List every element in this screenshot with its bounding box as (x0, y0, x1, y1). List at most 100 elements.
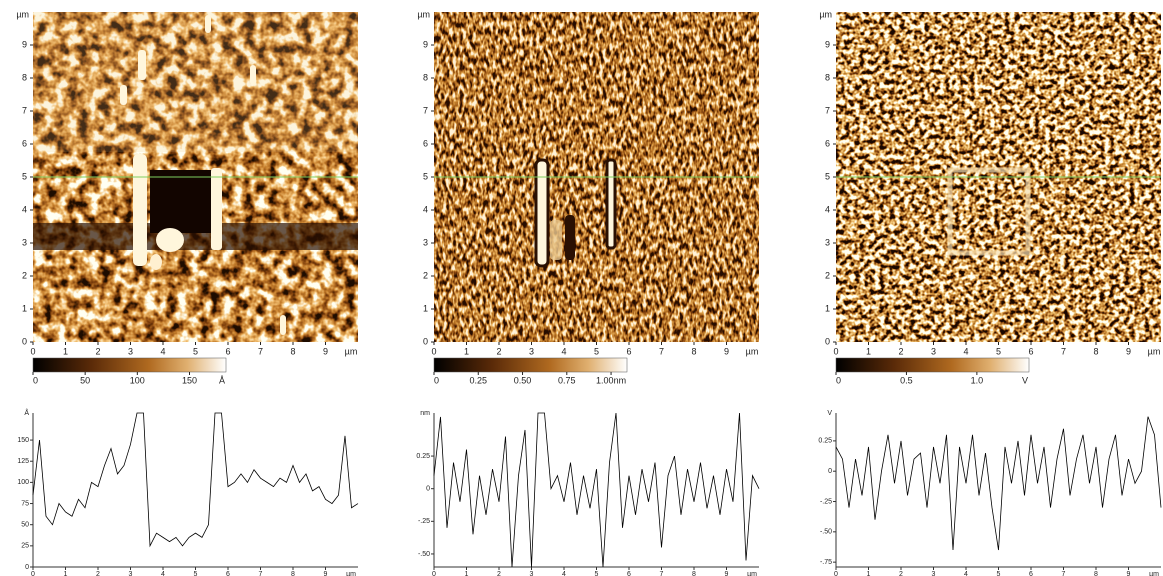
y-tick-label: -.75 (820, 559, 832, 566)
x-tick-label: 3 (129, 571, 133, 576)
x-tick-label: 5 (194, 571, 198, 576)
y-tick-label: 0.25 (416, 453, 430, 460)
y-tick-label: 125 (17, 458, 29, 465)
y-tick-label: 4 (423, 204, 428, 214)
x-axis-unit: µm (746, 346, 759, 356)
colorbar-tick-label: 0.5 (900, 375, 913, 385)
y-tick-label: 50 (21, 522, 29, 529)
x-tick-label: 2 (898, 346, 903, 356)
y-tick-label: 3 (22, 237, 27, 247)
colorbar (835, 357, 1030, 373)
x-tick-label: 7 (258, 346, 263, 356)
x-tick-label: 7 (660, 571, 664, 576)
x-tick-label: 8 (692, 571, 696, 576)
y-tick-label: -.50 (820, 529, 832, 536)
x-tick-label: 8 (290, 346, 295, 356)
colorbar-tick-label: 100 (130, 375, 145, 385)
x-tick-label: 2 (95, 346, 100, 356)
y-tick-label: 1 (825, 303, 830, 313)
y-tick-label: -.25 (820, 498, 832, 505)
y-axis-unit: µm (417, 9, 430, 19)
x-tick-label: 8 (1093, 346, 1098, 356)
y-axis-unit: Å (24, 408, 29, 417)
colorbar-tick-label: 0.75 (558, 375, 576, 385)
x-tick-label: 0 (431, 346, 436, 356)
x-tick-label: 4 (160, 346, 165, 356)
y-tick-label: 100 (17, 479, 29, 486)
x-tick-label: 5 (595, 571, 599, 576)
y-tick-label: 2 (825, 270, 830, 280)
colorbar-tick-label: 50 (80, 375, 90, 385)
y-tick-label: 150 (17, 437, 29, 444)
x-tick-label: 7 (1062, 571, 1066, 576)
x-axis-unit: µm (1149, 571, 1159, 576)
x-tick-label: 4 (561, 346, 566, 356)
y-axis-unit: nm (420, 410, 430, 417)
y-tick-label: 2 (22, 270, 27, 280)
colorbar-tick-label: 0 (33, 375, 38, 385)
y-tick-label: 5 (22, 171, 27, 181)
x-tick-label: 2 (496, 346, 501, 356)
colorbar-tick-label: 0 (434, 375, 439, 385)
colorbar (433, 357, 628, 373)
x-tick-label: 5 (996, 346, 1001, 356)
profile-trace (835, 416, 1162, 551)
colorbar-unit: V (1022, 375, 1028, 385)
profile-trace (433, 412, 760, 568)
x-tick-label: 6 (626, 346, 631, 356)
x-tick-label: 7 (1061, 346, 1066, 356)
y-tick-label: 4 (825, 204, 830, 214)
x-tick-label: 4 (161, 571, 165, 576)
x-tick-label: 2 (96, 571, 100, 576)
x-tick-label: 8 (691, 346, 696, 356)
x-tick-label: 1 (63, 346, 68, 356)
y-axis-unit: µm (819, 9, 832, 19)
x-tick-label: 1 (64, 571, 68, 576)
x-tick-label: 6 (225, 346, 230, 356)
x-tick-label: 6 (1028, 346, 1033, 356)
y-tick-label: 6 (825, 138, 830, 148)
x-tick-label: 0 (432, 571, 436, 576)
x-axis-unit: µm (1148, 346, 1161, 356)
y-tick-label: -.50 (418, 551, 430, 558)
y-tick-label: 7 (423, 105, 428, 115)
x-tick-label: 9 (324, 571, 328, 576)
y-tick-label: 5 (825, 171, 830, 181)
x-tick-label: 6 (627, 571, 631, 576)
x-tick-label: 3 (932, 571, 936, 576)
x-tick-label: 9 (1127, 571, 1131, 576)
y-tick-label: 0 (25, 564, 29, 571)
x-tick-label: 6 (1029, 571, 1033, 576)
y-tick-label: 7 (22, 105, 27, 115)
y-tick-label: 1 (423, 303, 428, 313)
y-tick-label: 0.25 (818, 438, 832, 445)
x-tick-label: 3 (529, 346, 534, 356)
y-tick-label: 3 (825, 237, 830, 247)
y-tick-label: 5 (423, 171, 428, 181)
y-axis-unit: V (827, 410, 832, 417)
colorbar-tick-label: 1.0 (971, 375, 984, 385)
x-tick-label: 6 (226, 571, 230, 576)
y-tick-label: 0 (825, 336, 830, 346)
x-axis-unit: µm (346, 571, 356, 576)
x-tick-label: 7 (659, 346, 664, 356)
x-tick-label: 4 (964, 571, 968, 576)
x-tick-label: 1 (465, 571, 469, 576)
profile-trace (32, 412, 359, 548)
x-tick-label: 7 (259, 571, 263, 576)
x-tick-label: 3 (931, 346, 936, 356)
x-tick-label: 9 (725, 571, 729, 576)
y-tick-label: 9 (22, 39, 27, 49)
y-tick-label: 8 (22, 72, 27, 82)
x-tick-label: 4 (562, 571, 566, 576)
image-features (947, 167, 1031, 256)
y-tick-label: 6 (22, 138, 27, 148)
x-tick-label: 3 (128, 346, 133, 356)
x-tick-label: 0 (30, 346, 35, 356)
y-tick-label: 0 (423, 336, 428, 346)
x-tick-label: 5 (594, 346, 599, 356)
y-tick-label: 8 (825, 72, 830, 82)
y-tick-label: 2 (423, 270, 428, 280)
x-tick-label: 1 (866, 346, 871, 356)
